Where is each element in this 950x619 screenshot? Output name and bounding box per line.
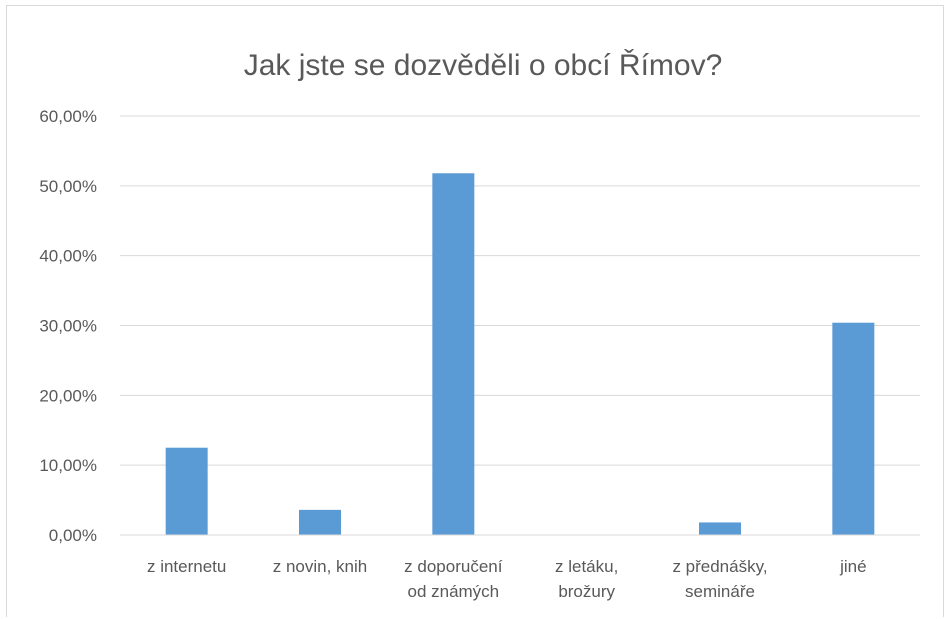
y-tick-label: 0,00% xyxy=(49,526,97,545)
y-tick-label: 60,00% xyxy=(39,107,97,126)
x-axis-ticks: z internetu z novin, knih z doporučení od z… xyxy=(147,557,867,601)
bar xyxy=(432,173,475,535)
chart-title: Jak jste se dozvěděli o obcí Římov? xyxy=(244,49,723,82)
bar xyxy=(165,447,208,535)
y-tick-label: 50,00% xyxy=(39,177,97,196)
gridlines xyxy=(120,115,920,466)
bar xyxy=(832,322,875,535)
x-tick-label: z novin, knih xyxy=(273,557,368,576)
chart-frame xyxy=(6,5,944,617)
y-tick-label: 40,00% xyxy=(39,247,97,266)
bars xyxy=(165,173,875,535)
bar xyxy=(699,522,741,535)
y-tick-label: 10,00% xyxy=(39,456,97,475)
x-tick-label: z přednášky, semináře xyxy=(672,557,767,601)
x-tick-label: z internetu xyxy=(147,557,226,576)
x-tick-label: z letáku, brožury xyxy=(555,557,618,601)
bar xyxy=(299,509,341,535)
x-tick-label: z doporučení od známých xyxy=(404,557,503,601)
y-tick-label: 20,00% xyxy=(39,386,97,405)
y-tick-label: 30,00% xyxy=(39,317,97,336)
y-axis-ticks: 0,00% 10,00% 20,00% 30,00% 40,00% 50,00% 60,00… xyxy=(39,107,97,545)
x-tick-label: jiné xyxy=(839,557,866,576)
